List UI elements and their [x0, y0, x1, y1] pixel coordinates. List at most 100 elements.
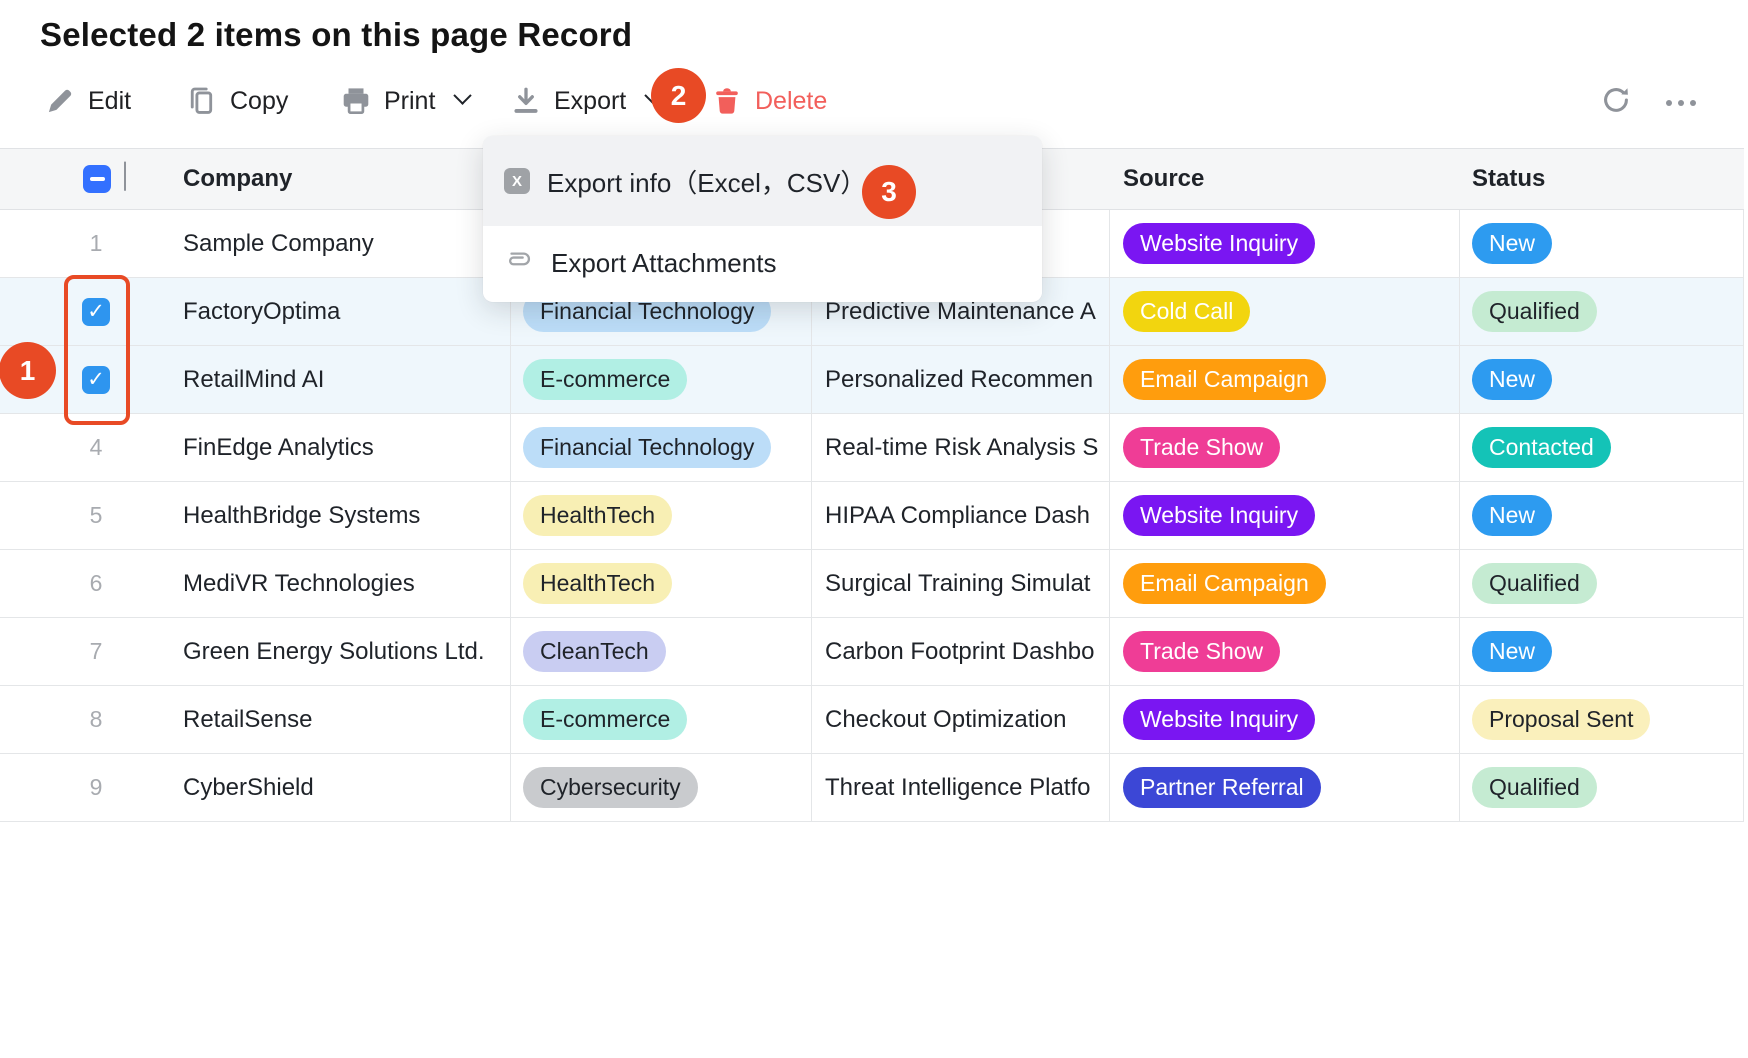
industry-cell[interactable]: HealthTech — [511, 482, 812, 549]
export-button[interactable]: Export — [511, 82, 663, 120]
row-select-cell[interactable]: 8 ✓ — [0, 686, 173, 753]
industry-cell[interactable]: CleanTech — [511, 618, 812, 685]
print-button[interactable]: Print — [341, 82, 473, 120]
status-cell[interactable]: New — [1460, 618, 1744, 685]
row-select-cell[interactable]: 9 ✓ — [0, 754, 173, 821]
company-cell[interactable]: Green Energy Solutions Ltd. — [173, 618, 511, 685]
status-cell[interactable]: Contacted — [1460, 414, 1744, 481]
refresh-icon[interactable] — [1600, 84, 1632, 121]
pencil-icon — [45, 86, 75, 116]
source-tag: Email Campaign — [1123, 359, 1326, 400]
row-select-cell[interactable]: ✓ — [0, 346, 173, 413]
source-cell[interactable]: Partner Referral — [1110, 754, 1460, 821]
export-attachments-label: Export Attachments — [551, 247, 777, 278]
status-cell[interactable]: New — [1460, 482, 1744, 549]
status-cell[interactable]: Qualified — [1460, 278, 1744, 345]
export-dropdown-menu: X Export info（Excel，CSV） Export Attachme… — [483, 136, 1042, 302]
description-cell[interactable]: Surgical Training Simulat — [812, 550, 1110, 617]
status-cell[interactable]: Qualified — [1460, 550, 1744, 617]
industry-cell[interactable]: HealthTech — [511, 550, 812, 617]
company-cell[interactable]: FactoryOptima — [173, 278, 511, 345]
description-cell[interactable] — [812, 210, 1110, 277]
table-row: 5 ✓ HealthBridge Systems HealthTech HIPA… — [0, 482, 1744, 550]
source-tag: Partner Referral — [1123, 767, 1321, 808]
company-cell[interactable]: MediVR Technologies — [173, 550, 511, 617]
row-number: 8 — [89, 706, 103, 732]
select-all-checkbox[interactable] — [83, 165, 111, 193]
more-options-icon[interactable] — [1666, 99, 1696, 106]
table-row: 8 ✓ RetailSense E-commerce Checkout Opti… — [0, 686, 1744, 754]
industry-cell[interactable]: E-commerce — [511, 686, 812, 753]
description-cell[interactable]: Threat Intelligence Platfo — [812, 754, 1110, 821]
source-cell[interactable]: Cold Call — [1110, 278, 1460, 345]
status-tag: New — [1472, 631, 1553, 672]
status-cell[interactable]: New — [1460, 210, 1744, 277]
edit-button[interactable]: Edit — [45, 82, 131, 120]
row-select-cell[interactable]: 6 ✓ — [0, 550, 173, 617]
company-cell[interactable]: Sample Company — [173, 210, 511, 277]
source-tag: Trade Show — [1123, 427, 1281, 468]
industry-tag: CleanTech — [523, 631, 666, 672]
status-tag: Qualified — [1472, 563, 1597, 604]
source-header[interactable]: Source — [1123, 165, 1205, 192]
company-cell[interactable]: HealthBridge Systems — [173, 482, 511, 549]
select-all-header-cell[interactable] — [0, 149, 173, 209]
delete-button[interactable]: Delete — [712, 82, 827, 120]
source-cell[interactable]: Trade Show — [1110, 618, 1460, 685]
menu-item-export-info[interactable]: X Export info（Excel，CSV） — [483, 136, 1042, 226]
edit-label: Edit — [88, 86, 132, 115]
industry-cell[interactable]: E-commerce — [511, 346, 812, 413]
description-cell[interactable]: HIPAA Compliance Dash — [812, 482, 1110, 549]
company-cell[interactable]: RetailSense — [173, 686, 511, 753]
row-select-cell[interactable]: 5 ✓ — [0, 482, 173, 549]
row-select-cell[interactable]: 4 ✓ — [0, 414, 173, 481]
source-cell[interactable]: Email Campaign — [1110, 346, 1460, 413]
company-cell[interactable]: RetailMind AI — [173, 346, 511, 413]
source-cell[interactable]: Website Inquiry — [1110, 482, 1460, 549]
company-header[interactable]: Company — [183, 165, 293, 192]
status-tag: New — [1472, 359, 1553, 400]
status-tag: New — [1472, 495, 1553, 536]
source-tag: Website Inquiry — [1123, 699, 1316, 740]
source-tag: Website Inquiry — [1123, 223, 1316, 264]
description-cell[interactable]: Carbon Footprint Dashbo — [812, 618, 1110, 685]
company-cell[interactable]: CyberShield — [173, 754, 511, 821]
industry-tag: Financial Technology — [523, 427, 772, 468]
source-cell[interactable]: Website Inquiry — [1110, 686, 1460, 753]
description-cell[interactable]: Predictive Maintenance A — [812, 278, 1110, 345]
print-label: Print — [384, 86, 436, 115]
row-select-cell[interactable]: 1 ✓ — [0, 210, 173, 277]
status-tag: New — [1472, 223, 1553, 264]
status-header[interactable]: Status — [1472, 165, 1546, 192]
delete-label: Delete — [755, 86, 828, 115]
status-cell[interactable]: Proposal Sent — [1460, 686, 1744, 753]
source-cell[interactable]: Trade Show — [1110, 414, 1460, 481]
company-cell[interactable]: FinEdge Analytics — [173, 414, 511, 481]
source-cell[interactable]: Email Campaign — [1110, 550, 1460, 617]
row-select-cell[interactable]: 7 ✓ — [0, 618, 173, 685]
row-number: 5 — [89, 502, 103, 528]
menu-item-export-attachments[interactable]: Export Attachments — [483, 226, 1042, 300]
copy-button[interactable]: Copy — [187, 82, 288, 120]
row-checkbox[interactable]: ✓ — [82, 297, 110, 326]
source-cell[interactable]: Website Inquiry — [1110, 210, 1460, 277]
industry-tag: HealthTech — [523, 495, 673, 536]
annotation-badge-1: 1 — [0, 342, 56, 399]
industry-cell[interactable]: Financial Technology — [511, 414, 812, 481]
status-cell[interactable]: New — [1460, 346, 1744, 413]
row-select-cell[interactable]: ✓ — [0, 278, 173, 345]
industry-cell[interactable]: Cybersecurity — [511, 754, 812, 821]
table-row: ✓ RetailMind AI E-commerce Personalized … — [0, 346, 1744, 414]
industry-tag: HealthTech — [523, 563, 673, 604]
description-cell[interactable]: Real-time Risk Analysis S — [812, 414, 1110, 481]
description-cell[interactable]: Personalized Recommen — [812, 346, 1110, 413]
annotation-badge-3: 3 — [862, 165, 916, 219]
row-checkbox[interactable]: ✓ — [82, 365, 110, 394]
industry-tag: E-commerce — [523, 359, 688, 400]
row-number: 4 — [89, 434, 103, 460]
description-cell[interactable]: Checkout Optimization — [812, 686, 1110, 753]
status-cell[interactable]: Qualified — [1460, 754, 1744, 821]
annotation-highlight-box — [64, 275, 130, 425]
source-tag: Website Inquiry — [1123, 495, 1316, 536]
selection-chevron-icon[interactable] — [124, 161, 126, 191]
